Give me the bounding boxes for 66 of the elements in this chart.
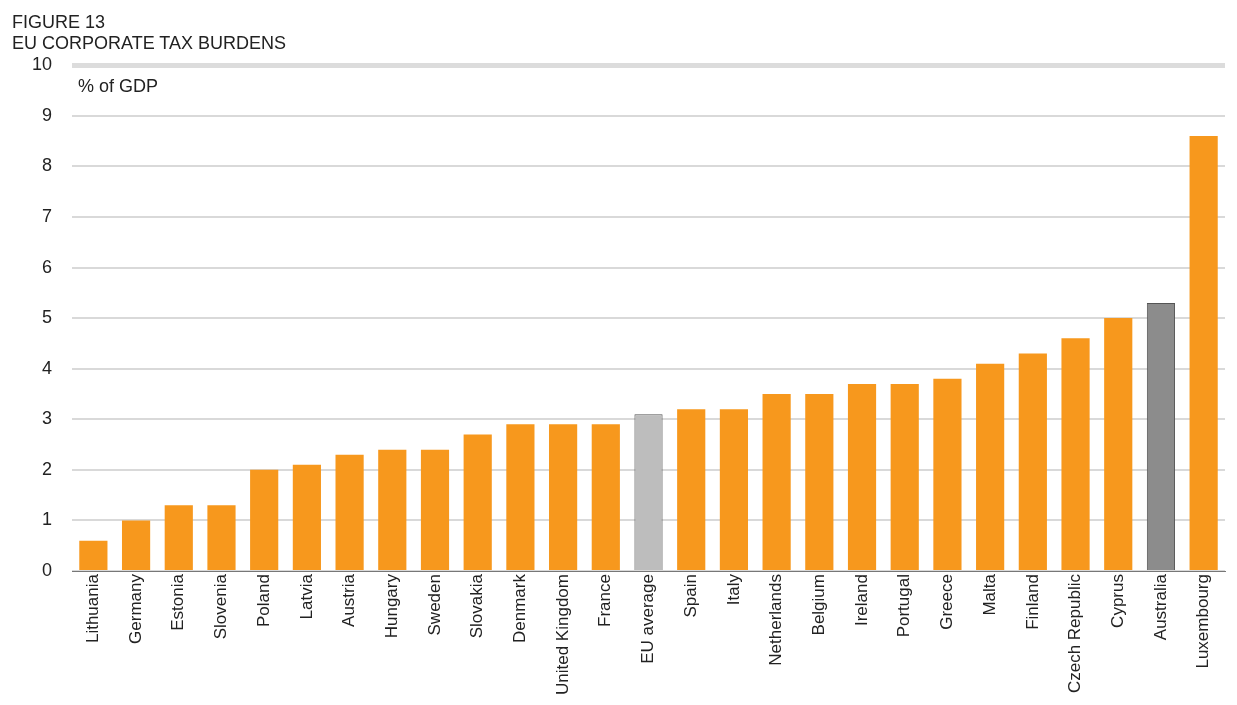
bar — [292, 464, 321, 571]
x-tick-label: Netherlands — [766, 574, 786, 666]
y-tick-label: 9 — [42, 104, 53, 125]
x-tick-label: Australia — [1150, 573, 1170, 641]
y-tick-label: 2 — [42, 458, 53, 479]
x-tick-label: Italy — [723, 573, 743, 606]
x-tick-label: Portugal — [894, 574, 914, 638]
y-tick-label: 3 — [42, 408, 53, 429]
bar — [463, 434, 492, 571]
x-tick-label: Estonia — [168, 573, 188, 631]
x-tick-label: Belgium — [809, 574, 829, 636]
x-tick-label: Malta — [979, 573, 999, 616]
y-tick-label: 1 — [42, 509, 53, 530]
x-tick-label: Denmark — [510, 573, 530, 644]
x-tick-label: Sweden — [424, 574, 444, 636]
y-tick-label: 5 — [42, 307, 53, 328]
x-tick-label: Luxembourg — [1193, 574, 1213, 669]
bar — [1104, 318, 1133, 571]
bar — [890, 383, 919, 571]
bar — [549, 424, 578, 571]
y-tick-label: 10 — [31, 54, 53, 75]
y-tick-label: 7 — [42, 205, 53, 226]
bar — [976, 363, 1005, 571]
bar — [506, 424, 535, 571]
bar — [250, 469, 279, 571]
bar — [420, 449, 450, 571]
bar — [207, 505, 236, 571]
x-tick-label: Ireland — [851, 574, 871, 627]
x-tick-label: Finland — [1022, 574, 1042, 630]
bar — [335, 454, 364, 571]
bar — [933, 378, 962, 571]
x-tick-label: Poland — [253, 574, 273, 627]
y-tick-label: 0 — [42, 560, 53, 581]
bar — [1061, 338, 1090, 571]
x-tick-label: Austria — [339, 573, 359, 627]
bar — [164, 505, 193, 571]
x-tick-label: France — [595, 574, 615, 627]
x-tick-label: United Kingdom — [552, 574, 572, 696]
x-tick-label: Germany — [125, 573, 145, 644]
bar — [847, 383, 877, 571]
x-tick-label: Czech Republic — [1065, 573, 1085, 694]
y-axis-title: % of GDP — [78, 76, 159, 97]
y-tick-label: 4 — [42, 357, 53, 378]
bar — [591, 424, 620, 571]
x-tick-label: Lithuania — [83, 573, 103, 644]
y-tick-label: 6 — [42, 256, 53, 277]
x-tick-label: EU average — [638, 574, 658, 664]
bar — [79, 540, 108, 571]
bar — [121, 520, 151, 571]
chart-title: FIGURE 13 — [12, 11, 106, 32]
y-tick-label: 8 — [42, 155, 53, 176]
bar — [719, 409, 749, 571]
bar — [1189, 136, 1218, 571]
x-tick-label: Spain — [680, 574, 700, 618]
x-tick-label: Hungary — [381, 573, 401, 639]
x-tick-label: Greece — [937, 574, 957, 630]
chart-subtitle: EU CORPORATE TAX BURDENS — [12, 33, 287, 54]
x-tick-label: Slovenia — [211, 573, 231, 640]
bar — [805, 394, 834, 571]
x-tick-label: Cyprus — [1107, 574, 1127, 628]
x-tick-label: Slovakia — [467, 573, 487, 639]
bar — [1018, 353, 1047, 571]
x-tick-label: Latvia — [296, 573, 316, 620]
bar — [677, 409, 706, 571]
bar — [762, 394, 791, 571]
bar — [378, 449, 407, 571]
